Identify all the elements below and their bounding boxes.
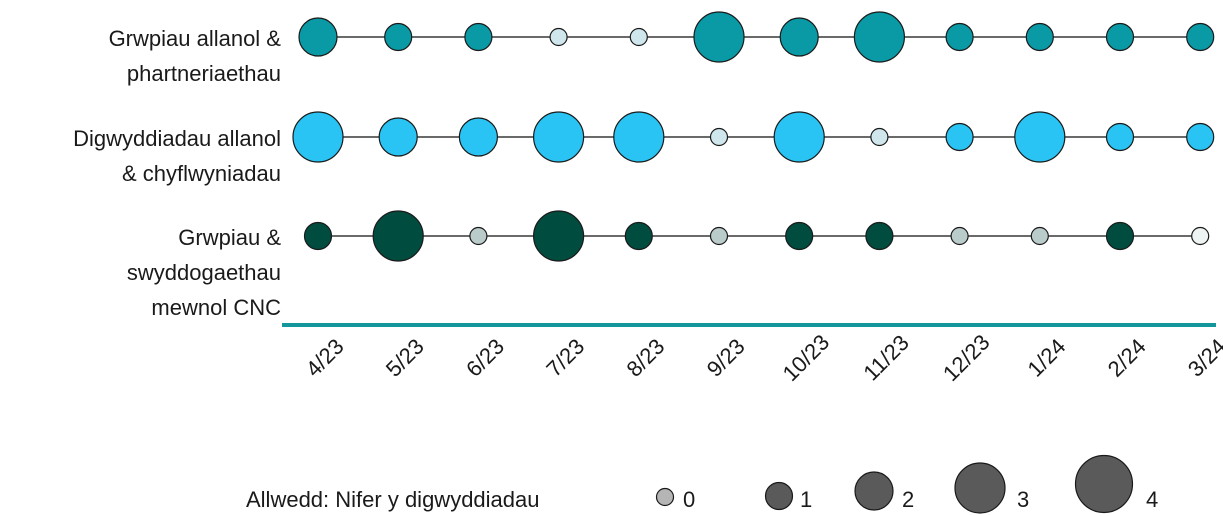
bubble-point (1105, 122, 1135, 152)
legend-label: 2 (902, 487, 914, 512)
bubble-point (1186, 22, 1215, 52)
bubble-point (629, 27, 648, 47)
bubble-point (624, 221, 653, 251)
bubble-point (384, 22, 413, 52)
bubble-point (1030, 226, 1049, 246)
bubble-point (785, 221, 814, 251)
legend-bubble (655, 487, 675, 507)
bubble-point (779, 17, 819, 57)
bubble-point (458, 117, 498, 157)
legend-label: 4 (1146, 487, 1158, 512)
bubble-point (945, 22, 974, 52)
bubble-point (1186, 122, 1215, 152)
bubble-point (372, 210, 424, 262)
legend: Allwedd: Nifer y digwyddiadau 0 1 2 3 4 (246, 454, 1158, 514)
x-tick-label: 10/23 (778, 329, 835, 386)
series-row: Grwpiau allanol & phartneriaethau (109, 11, 1215, 86)
bubble-point (1105, 22, 1135, 52)
series-label-line: Digwyddiadau allanol (73, 126, 281, 151)
chart-rows: Grwpiau allanol & phartneriaethau Digwyddi… (73, 11, 1215, 320)
x-tick-label: 8/23 (622, 334, 670, 382)
bubble-point (709, 127, 729, 147)
series-label-line: Grwpiau allanol & (109, 26, 282, 51)
x-tick-label: 11/23 (858, 330, 913, 385)
bubble-point (303, 221, 333, 251)
bubble-point (870, 127, 889, 147)
bubble-point (298, 17, 338, 57)
legend-bubble (764, 481, 794, 511)
bubble-point (693, 11, 745, 63)
x-tick-label: 12/23 (938, 329, 995, 386)
x-tick-label: 9/23 (702, 334, 750, 382)
bubble-point (950, 226, 969, 246)
x-tick-label: 5/23 (381, 334, 429, 382)
series-label-line: mewnol CNC (151, 295, 281, 320)
x-tick-label: 1/24 (1023, 334, 1071, 382)
bubble-point (469, 226, 488, 246)
x-tick-label: 2/24 (1103, 334, 1151, 382)
bubble-point (853, 11, 906, 63)
bubble-point (865, 221, 894, 251)
x-tick-label: 7/23 (541, 334, 589, 382)
legend-bubble (1074, 454, 1134, 514)
x-tick-label: 3/24 (1183, 334, 1223, 382)
x-tick-label: 4/23 (301, 334, 349, 382)
bubble-point (709, 226, 729, 246)
x-axis-ticks: 4/23 5/23 6/23 7/23 8/23 9/23 10/23 11/23 12/23 1… (301, 329, 1223, 386)
series-label-line: Grwpiau & (178, 225, 281, 250)
series-label-line: swyddogaethau (127, 260, 281, 285)
bubble-point (532, 210, 585, 262)
series-row: Grwpiau & swyddogaethau mewnol CNC (127, 210, 1210, 320)
bubble-point (613, 111, 665, 163)
bubble-point (464, 22, 493, 52)
series-row: Digwyddiadau allanol & chyflwyniadau (73, 111, 1215, 186)
bubble-point (773, 111, 825, 163)
bubble-point (1191, 226, 1210, 246)
bubble-point (1014, 111, 1066, 163)
legend-label: 0 (683, 487, 695, 512)
series-label-line: & chyflwyniadau (122, 161, 281, 186)
legend-bubble (954, 462, 1006, 514)
legend-title: Allwedd: Nifer y digwyddiadau (246, 487, 540, 512)
bubble-point (378, 117, 418, 157)
series-label-line: phartneriaethau (127, 61, 281, 86)
x-tick-label: 6/23 (461, 334, 509, 382)
legend-label: 3 (1017, 487, 1029, 512)
legend-bubble (854, 471, 894, 511)
bubble-point (549, 27, 568, 47)
bubble-point (1105, 221, 1135, 251)
bubble-point (945, 122, 974, 152)
bubble-point (1025, 22, 1054, 52)
bubble-point (532, 111, 585, 163)
bubble-point (292, 111, 344, 163)
legend-label: 1 (800, 487, 812, 512)
